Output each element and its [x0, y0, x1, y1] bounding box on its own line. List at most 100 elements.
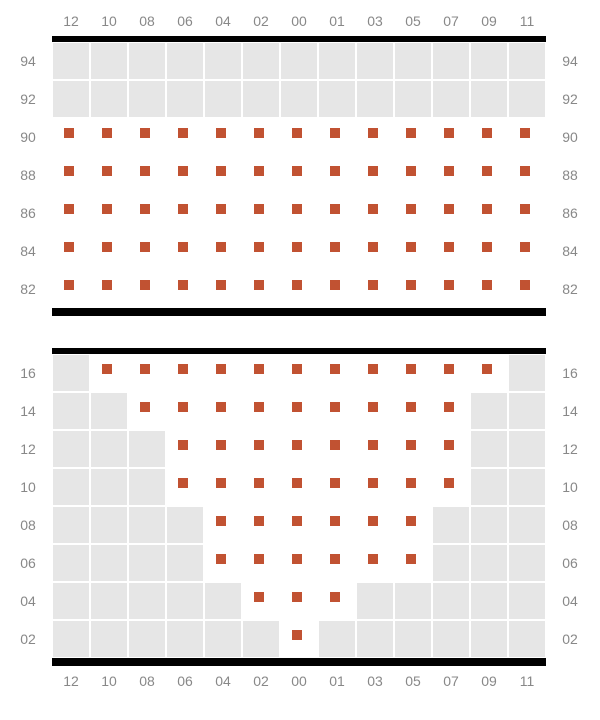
- seat-marker: [444, 440, 454, 450]
- row-label-left: 12: [10, 440, 46, 458]
- empty-cell: [204, 582, 242, 620]
- seat-marker: [254, 280, 264, 290]
- empty-cell: [432, 42, 470, 80]
- seat-marker: [64, 204, 74, 214]
- divider-band: [52, 308, 546, 316]
- seat-marker: [140, 242, 150, 252]
- empty-cell: [128, 80, 166, 118]
- empty-cell: [90, 506, 128, 544]
- empty-cell: [128, 468, 166, 506]
- seat-marker: [330, 592, 340, 602]
- empty-cell: [90, 430, 128, 468]
- seat-marker: [140, 128, 150, 138]
- row-label-right: 04: [552, 592, 588, 610]
- seat-marker: [178, 364, 188, 374]
- seat-marker: [254, 242, 264, 252]
- empty-cell: [128, 506, 166, 544]
- empty-cell: [242, 620, 280, 658]
- seat-marker: [444, 204, 454, 214]
- empty-cell: [204, 42, 242, 80]
- empty-cell: [90, 42, 128, 80]
- empty-cell: [280, 80, 318, 118]
- empty-cell: [508, 430, 546, 468]
- seat-marker: [178, 478, 188, 488]
- seat-marker: [330, 440, 340, 450]
- col-label-bottom: 07: [432, 672, 470, 690]
- seat-marker: [406, 478, 416, 488]
- empty-cell: [318, 620, 356, 658]
- empty-cell: [166, 42, 204, 80]
- seat-marker: [254, 402, 264, 412]
- row-label-left: 08: [10, 516, 46, 534]
- seat-marker: [368, 242, 378, 252]
- empty-cell: [356, 80, 394, 118]
- seat-marker: [482, 204, 492, 214]
- seat-marker: [254, 440, 264, 450]
- seat-marker: [330, 364, 340, 374]
- col-label-bottom: 03: [356, 672, 394, 690]
- empty-cell: [90, 544, 128, 582]
- empty-cell: [52, 468, 90, 506]
- seat-marker: [102, 128, 112, 138]
- row-label-left: 88: [10, 166, 46, 184]
- seat-marker: [330, 554, 340, 564]
- seat-marker: [140, 402, 150, 412]
- seat-marker: [102, 280, 112, 290]
- row-label-right: 82: [552, 280, 588, 298]
- empty-cell: [52, 544, 90, 582]
- empty-cell: [242, 42, 280, 80]
- seat-marker: [482, 280, 492, 290]
- empty-cell: [52, 620, 90, 658]
- seat-marker: [140, 364, 150, 374]
- empty-cell: [470, 392, 508, 430]
- seat-marker: [64, 166, 74, 176]
- row-label-left: 84: [10, 242, 46, 260]
- empty-cell: [432, 80, 470, 118]
- empty-cell: [356, 42, 394, 80]
- seat-marker: [406, 516, 416, 526]
- col-label-bottom: 10: [90, 672, 128, 690]
- seat-marker: [444, 242, 454, 252]
- seat-marker: [216, 166, 226, 176]
- seat-marker: [406, 402, 416, 412]
- empty-cell: [128, 620, 166, 658]
- seat-marker: [368, 554, 378, 564]
- empty-cell: [52, 80, 90, 118]
- seat-marker: [406, 242, 416, 252]
- row-label-right: 90: [552, 128, 588, 146]
- seat-marker: [368, 478, 378, 488]
- row-label-left: 14: [10, 402, 46, 420]
- empty-cell: [508, 80, 546, 118]
- col-label-bottom: 01: [318, 672, 356, 690]
- seat-marker: [254, 204, 264, 214]
- col-label-top: 05: [394, 12, 432, 30]
- seat-marker: [292, 516, 302, 526]
- seat-marker: [406, 440, 416, 450]
- col-label-top: 08: [128, 12, 166, 30]
- seat-marker: [482, 364, 492, 374]
- empty-cell: [52, 506, 90, 544]
- empty-cell: [470, 80, 508, 118]
- row-label-left: 04: [10, 592, 46, 610]
- row-label-right: 02: [552, 630, 588, 648]
- empty-cell: [90, 620, 128, 658]
- row-label-right: 92: [552, 90, 588, 108]
- seat-marker: [254, 516, 264, 526]
- col-label-top: 02: [242, 12, 280, 30]
- seat-marker: [178, 242, 188, 252]
- col-label-top: 00: [280, 12, 318, 30]
- empty-cell: [508, 468, 546, 506]
- seat-marker: [216, 516, 226, 526]
- seat-marker: [330, 516, 340, 526]
- seat-marker: [216, 440, 226, 450]
- seat-marker: [406, 166, 416, 176]
- empty-cell: [128, 582, 166, 620]
- empty-cell: [318, 80, 356, 118]
- seat-marker: [406, 554, 416, 564]
- seat-marker: [444, 478, 454, 488]
- empty-cell: [166, 582, 204, 620]
- empty-cell: [90, 392, 128, 430]
- seat-marker: [254, 128, 264, 138]
- seat-marker: [520, 242, 530, 252]
- row-label-right: 12: [552, 440, 588, 458]
